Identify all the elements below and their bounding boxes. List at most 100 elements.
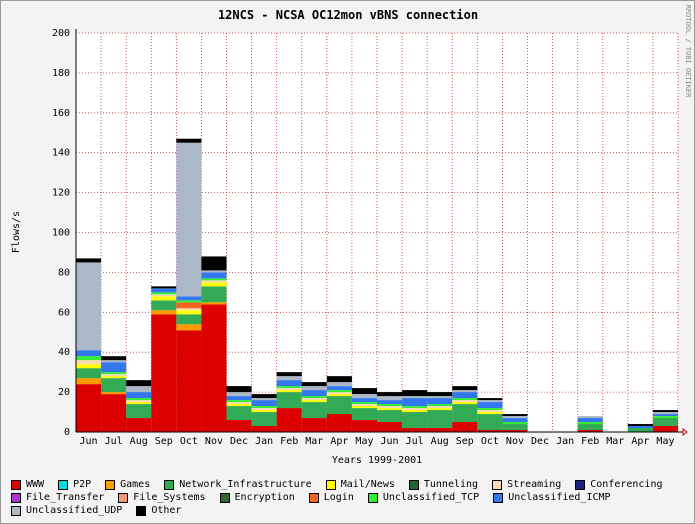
legend-swatch — [164, 479, 175, 490]
bar-segment — [226, 402, 252, 405]
bar-segment — [276, 392, 302, 409]
bar-segment — [251, 426, 277, 432]
bar-segment — [76, 378, 102, 385]
bar-segment — [226, 406, 252, 421]
bar-segment — [351, 406, 377, 409]
legend-item: Encryption — [219, 492, 295, 503]
bar-segment — [201, 282, 227, 287]
bar-segment — [577, 422, 603, 425]
x-tick-label: Dec — [230, 436, 248, 447]
bar-segment — [427, 410, 453, 429]
y-tick-label: 60 — [58, 307, 70, 318]
bar-segment — [577, 418, 603, 423]
bar-segment — [101, 394, 127, 432]
legend-swatch — [136, 505, 147, 516]
legend-swatch — [11, 492, 21, 503]
x-tick-label: Oct — [180, 436, 198, 447]
bar-segment — [301, 390, 327, 397]
side-text: RRDTOOL / TOBI OETIKER — [684, 5, 692, 99]
bar-segment — [176, 324, 202, 331]
bar-segment — [351, 404, 377, 407]
bar-segment — [251, 398, 277, 401]
legend-item: WWW — [11, 479, 44, 490]
legend-item: Login — [308, 492, 354, 503]
bar-segment — [326, 392, 352, 395]
bar-segment — [377, 392, 403, 397]
bar-segment — [251, 406, 277, 409]
bar-segment — [101, 372, 127, 375]
bar-segment — [652, 418, 678, 427]
x-tick-label: Aug — [431, 436, 449, 447]
legend-item: Mail/News — [325, 479, 395, 490]
bar-segment — [126, 386, 152, 393]
x-tick-label: Sep — [456, 436, 474, 447]
bar-segment — [427, 428, 453, 432]
bar-segment — [126, 418, 152, 432]
y-tick-label: 100 — [52, 228, 70, 239]
bar-segment — [301, 386, 327, 391]
bar-segment — [176, 310, 202, 315]
bar-segment — [502, 414, 528, 417]
bar-segment — [76, 356, 102, 361]
bar-segment — [76, 350, 102, 357]
bar-segment — [502, 418, 528, 423]
bar-segment — [76, 360, 102, 365]
bar-segment — [201, 270, 227, 273]
legend-label: P2P — [73, 479, 92, 490]
bar-segment — [627, 424, 653, 427]
bar-segment — [76, 368, 102, 379]
legend-item: File_Systems — [118, 492, 206, 503]
legend-swatch — [367, 492, 378, 503]
bar-segment — [351, 408, 377, 421]
x-tick-label: Dec — [531, 436, 549, 447]
legend-item: Streaming — [492, 479, 561, 490]
bar-segment — [301, 418, 327, 432]
chart-title: 12NCS - NCSA OC12mon vBNS connection — [218, 8, 478, 22]
bar-segment — [201, 278, 227, 281]
x-tick-label: Nov — [506, 436, 524, 447]
bar-segment — [652, 410, 678, 413]
bar-segment — [652, 414, 678, 417]
bar-segment — [377, 422, 403, 432]
bar-segment — [452, 404, 478, 423]
legend-label: Encryption — [234, 492, 295, 503]
x-tick-label: Apr — [330, 436, 348, 447]
legend-swatch — [11, 479, 21, 490]
bar-segment — [226, 404, 252, 407]
bar-segment — [577, 424, 603, 431]
bar-segment — [201, 286, 227, 303]
bar-segment — [151, 296, 177, 301]
legend: WWW P2P Games Network_Infrastructure Mail/Ne… — [11, 479, 691, 516]
bar-segment — [351, 420, 377, 432]
bar-segment — [427, 398, 453, 405]
bar-segment — [226, 396, 252, 401]
bar-segment — [427, 408, 453, 411]
bar-segment — [326, 394, 352, 397]
bar-segment — [276, 388, 302, 391]
legend-label: Unclassified_UDP — [26, 505, 123, 516]
bar-segment — [577, 430, 603, 432]
x-tick-label: Jan — [556, 436, 574, 447]
bar-segment — [151, 300, 177, 311]
x-tick-label: Mar — [305, 436, 323, 447]
y-tick-label: 160 — [52, 108, 70, 119]
x-tick-label: Jun — [381, 436, 399, 447]
x-tick-label: Jan — [255, 436, 273, 447]
bar-segment — [326, 414, 352, 432]
legend-swatch — [408, 479, 419, 490]
legend-swatch — [492, 479, 503, 490]
bar-segment — [176, 300, 202, 303]
bar-segment — [452, 400, 478, 403]
legend-swatch — [325, 479, 336, 490]
bar-segment — [627, 426, 653, 429]
x-tick-label: Sep — [155, 436, 173, 447]
bar-segment — [126, 400, 152, 403]
bar-segment — [477, 402, 503, 409]
bar-segment — [477, 414, 503, 431]
y-tick-label: 180 — [52, 68, 70, 79]
bar-segment — [427, 392, 453, 397]
bar-segment — [276, 390, 302, 393]
bar-segment — [251, 400, 277, 407]
bar-segment — [652, 416, 678, 419]
